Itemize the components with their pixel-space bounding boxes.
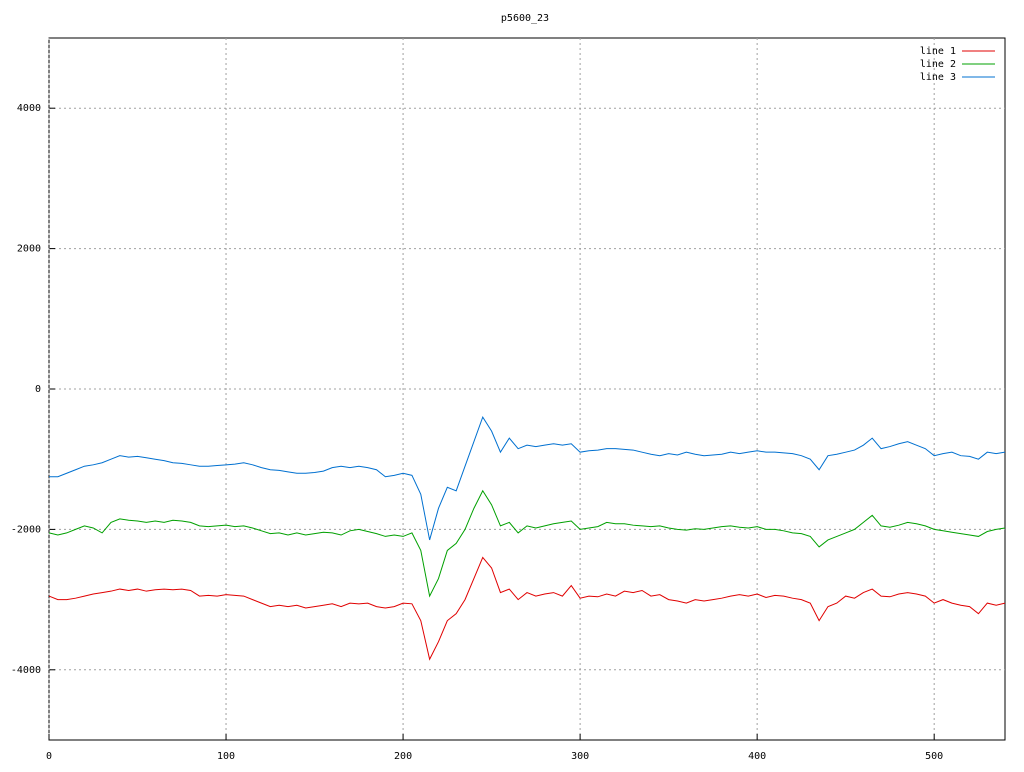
line-series (48, 556, 1006, 661)
x-tick-label: 100 (217, 751, 235, 762)
y-tick-label: 4000 (17, 103, 41, 114)
y-tick-label: -2000 (11, 524, 41, 535)
line-series (48, 489, 1006, 598)
y-tick-label: 0 (35, 384, 41, 395)
chart-title: p5600_23 (501, 13, 549, 24)
x-tick-label: 300 (571, 751, 589, 762)
legend-label: line 2 (920, 59, 956, 70)
legend-label: line 3 (920, 72, 956, 83)
legend-label: line 1 (920, 46, 956, 57)
y-tick-label: -4000 (11, 665, 41, 676)
line-series (49, 415, 1006, 541)
x-tick-label: 0 (46, 751, 52, 762)
x-tick-label: 500 (925, 751, 943, 762)
plot-frame (48, 37, 1006, 741)
y-tick-label: 2000 (17, 244, 41, 255)
x-tick-label: 400 (748, 751, 766, 762)
x-tick-label: 200 (394, 751, 412, 762)
